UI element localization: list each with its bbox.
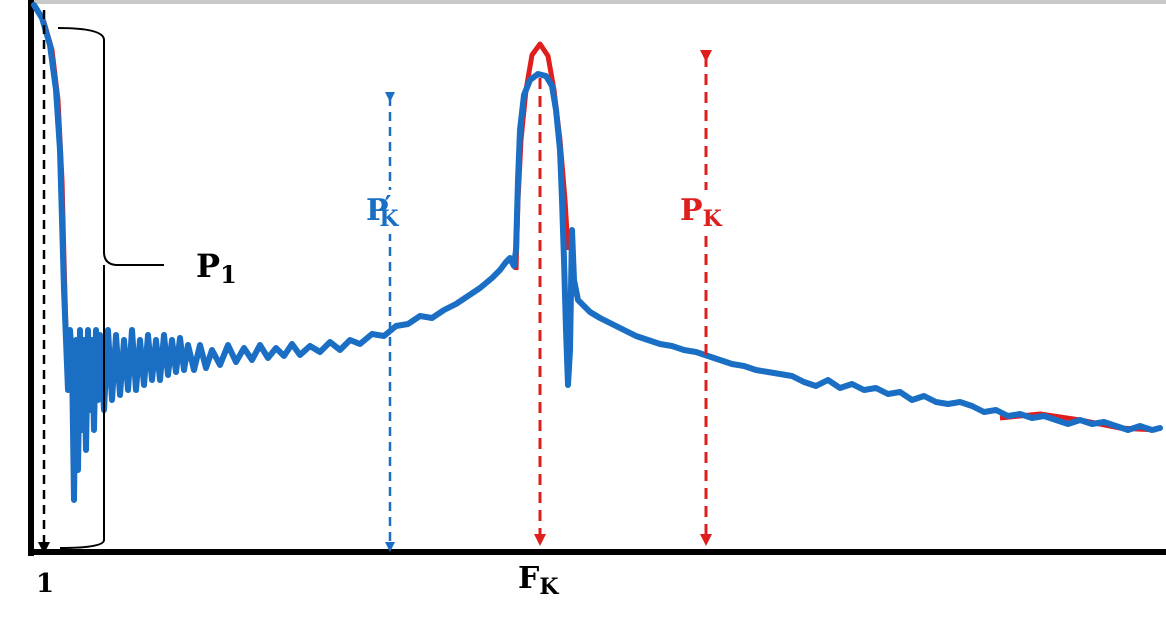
p1-brace: [57, 27, 164, 549]
pk-prime-label: P′K: [366, 191, 399, 232]
pk-prime-label-bg: [364, 190, 422, 234]
fk-label: FK: [518, 561, 559, 600]
pk-label-bg: [678, 190, 736, 234]
x-tick-one: 1: [36, 569, 54, 599]
p1-label: P1: [196, 247, 237, 289]
pk-label: PK: [680, 193, 723, 232]
